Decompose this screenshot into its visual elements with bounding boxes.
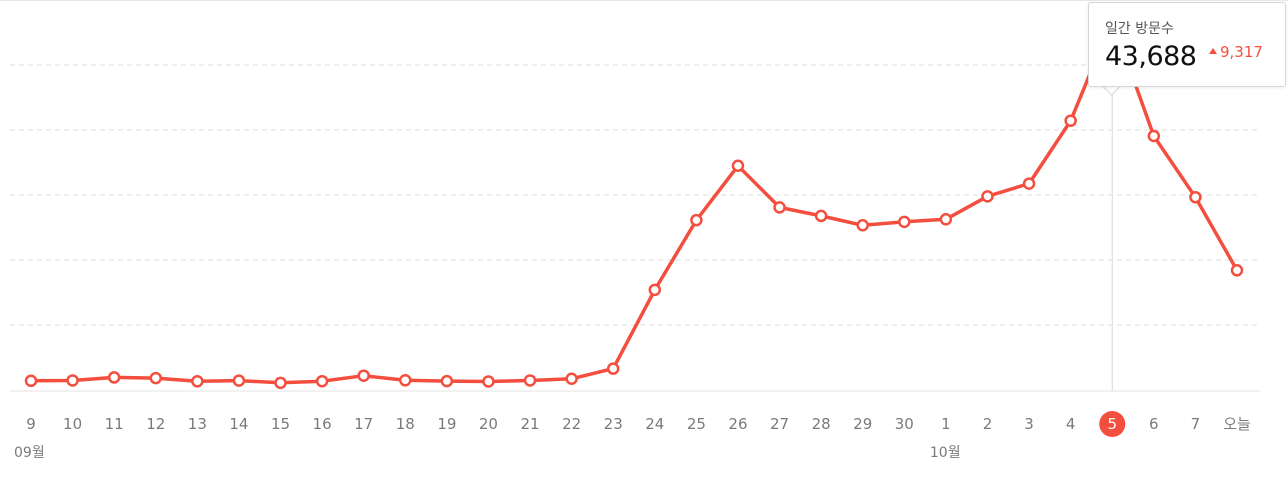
x-tick-label[interactable]: 16	[313, 415, 332, 433]
data-point[interactable]	[1230, 264, 1244, 277]
tooltip: 일간 방문수 43,688 9,317	[1088, 2, 1286, 87]
x-tick-label[interactable]: 17	[354, 415, 373, 433]
data-point[interactable]	[606, 362, 620, 375]
x-tick-label[interactable]: 15	[271, 415, 290, 433]
selected-tick-highlight	[1099, 411, 1126, 437]
data-point[interactable]	[274, 376, 287, 390]
data-point[interactable]	[565, 372, 578, 386]
tooltip-title: 일간 방문수	[1105, 21, 1174, 37]
data-point[interactable]	[1189, 190, 1202, 204]
x-tick-label[interactable]: 오늘	[1223, 415, 1251, 433]
x-axis-month-labels: 09월 10월	[14, 445, 961, 461]
x-tick-label[interactable]: 9	[26, 415, 36, 433]
x-tick-label[interactable]: 7	[1191, 415, 1201, 433]
x-tick-label[interactable]: 23	[604, 415, 623, 433]
x-tick-label[interactable]: 4	[1066, 415, 1076, 433]
data-point[interactable]	[399, 374, 412, 387]
data-point[interactable]	[191, 375, 204, 388]
data-point[interactable]	[523, 374, 537, 387]
x-tick-label[interactable]: 26	[728, 415, 747, 433]
x-tick-label[interactable]: 24	[645, 415, 664, 433]
data-point[interactable]	[1147, 129, 1161, 143]
tooltip-value: 43,688	[1105, 41, 1197, 72]
data-point[interactable]	[357, 369, 370, 382]
tooltip-delta-value: 9,317	[1220, 43, 1263, 61]
data-point[interactable]	[648, 283, 662, 297]
x-tick-label[interactable]: 28	[812, 415, 831, 433]
data-point[interactable]	[814, 209, 828, 223]
x-tick-label[interactable]: 21	[520, 415, 539, 433]
data-point[interactable]	[731, 159, 745, 172]
data-point[interactable]	[1064, 114, 1077, 127]
data-point[interactable]	[66, 374, 79, 387]
top-border	[0, 0, 1288, 6]
x-tick-label[interactable]: 3	[1024, 415, 1034, 433]
data-point[interactable]	[1022, 177, 1036, 190]
tooltip-delta: 9,317	[1209, 43, 1263, 61]
x-tick-label[interactable]: 30	[895, 415, 914, 433]
data-point[interactable]	[773, 201, 786, 214]
data-point[interactable]	[149, 371, 163, 385]
x-tick-label[interactable]: 18	[396, 415, 415, 433]
x-tick-label[interactable]: 10	[63, 415, 82, 433]
x-tick-label[interactable]: 14	[229, 415, 248, 433]
data-point[interactable]	[690, 213, 703, 227]
data-point[interactable]	[482, 375, 495, 388]
x-tick-label[interactable]: 6	[1149, 415, 1159, 433]
data-point[interactable]	[107, 371, 121, 384]
x-tick-label[interactable]: 20	[479, 415, 498, 433]
x-tick-label[interactable]: 11	[105, 415, 124, 433]
x-tick-label[interactable]: 29	[853, 415, 872, 433]
data-point[interactable]	[898, 215, 911, 229]
data-point[interactable]	[939, 213, 953, 226]
x-tick-label[interactable]: 19	[437, 415, 456, 433]
up-arrow-icon	[1209, 48, 1217, 54]
data-points	[24, 13, 1244, 390]
x-tick-label[interactable]: 12	[146, 415, 165, 433]
x-tick-label[interactable]: 1	[941, 415, 951, 433]
data-point[interactable]	[24, 374, 38, 388]
x-month-label: 10월	[930, 445, 961, 461]
data-point[interactable]	[981, 190, 994, 203]
x-axis-ticks: 9 10 11 12 13 14 15 16 17 18 19 20 21 22 23 24 25 26 27 28 2…	[26, 411, 1251, 437]
x-tick-label[interactable]: 22	[562, 415, 581, 433]
data-point[interactable]	[232, 374, 246, 387]
x-month-label: 09월	[14, 445, 45, 461]
data-point[interactable]	[315, 374, 329, 388]
series-line	[29, 17, 1239, 385]
data-point[interactable]	[440, 374, 454, 388]
x-tick-label[interactable]: 2	[983, 415, 993, 433]
data-point[interactable]	[856, 219, 869, 232]
x-tick-label[interactable]: 27	[770, 415, 789, 433]
x-tick-label[interactable]: 13	[188, 415, 207, 433]
x-tick-label[interactable]: 25	[687, 415, 706, 433]
x-tick-label[interactable]: 5	[1107, 415, 1117, 433]
